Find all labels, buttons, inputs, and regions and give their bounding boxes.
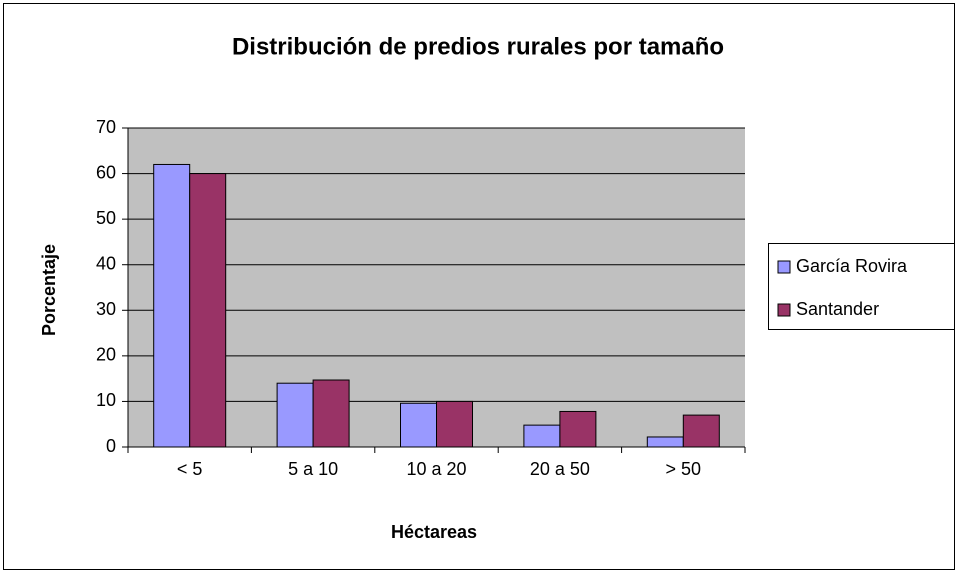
- y-tick-label: 0: [106, 436, 116, 456]
- y-tick-label: 60: [96, 162, 116, 182]
- y-tick-label: 10: [96, 390, 116, 410]
- x-tick-label: 5 a 10: [288, 459, 338, 479]
- y-tick-label: 70: [96, 117, 116, 137]
- y-tick-label: 40: [96, 253, 116, 273]
- y-tick-label: 30: [96, 299, 116, 319]
- legend-label: García Rovira: [796, 256, 908, 276]
- y-axis-label: Porcentaje: [39, 244, 59, 336]
- legend-box: [768, 243, 955, 330]
- bar: [682, 414, 720, 448]
- x-tick-label: 20 a 50: [530, 459, 590, 479]
- x-axis-label: Héctareas: [391, 522, 477, 542]
- bar: [276, 382, 314, 448]
- x-tick-label: < 5: [177, 459, 203, 479]
- bar: [400, 402, 437, 448]
- bar: [312, 379, 350, 448]
- bar: [523, 424, 561, 448]
- chart-title: Distribución de predios rurales por tama…: [232, 33, 724, 60]
- legend-swatch: [777, 303, 791, 317]
- legend-swatch: [777, 260, 791, 274]
- bar: [189, 173, 227, 448]
- bar: [646, 436, 684, 448]
- plot-area: [128, 128, 745, 447]
- bar: [153, 163, 191, 448]
- bar: [436, 400, 473, 448]
- y-tick-label: 50: [96, 208, 116, 228]
- bar: [559, 410, 597, 448]
- y-tick-label: 20: [96, 345, 116, 365]
- x-tick-label: 10 a 20: [406, 459, 466, 479]
- legend-label: Santander: [796, 299, 879, 319]
- x-tick-label: > 50: [666, 459, 702, 479]
